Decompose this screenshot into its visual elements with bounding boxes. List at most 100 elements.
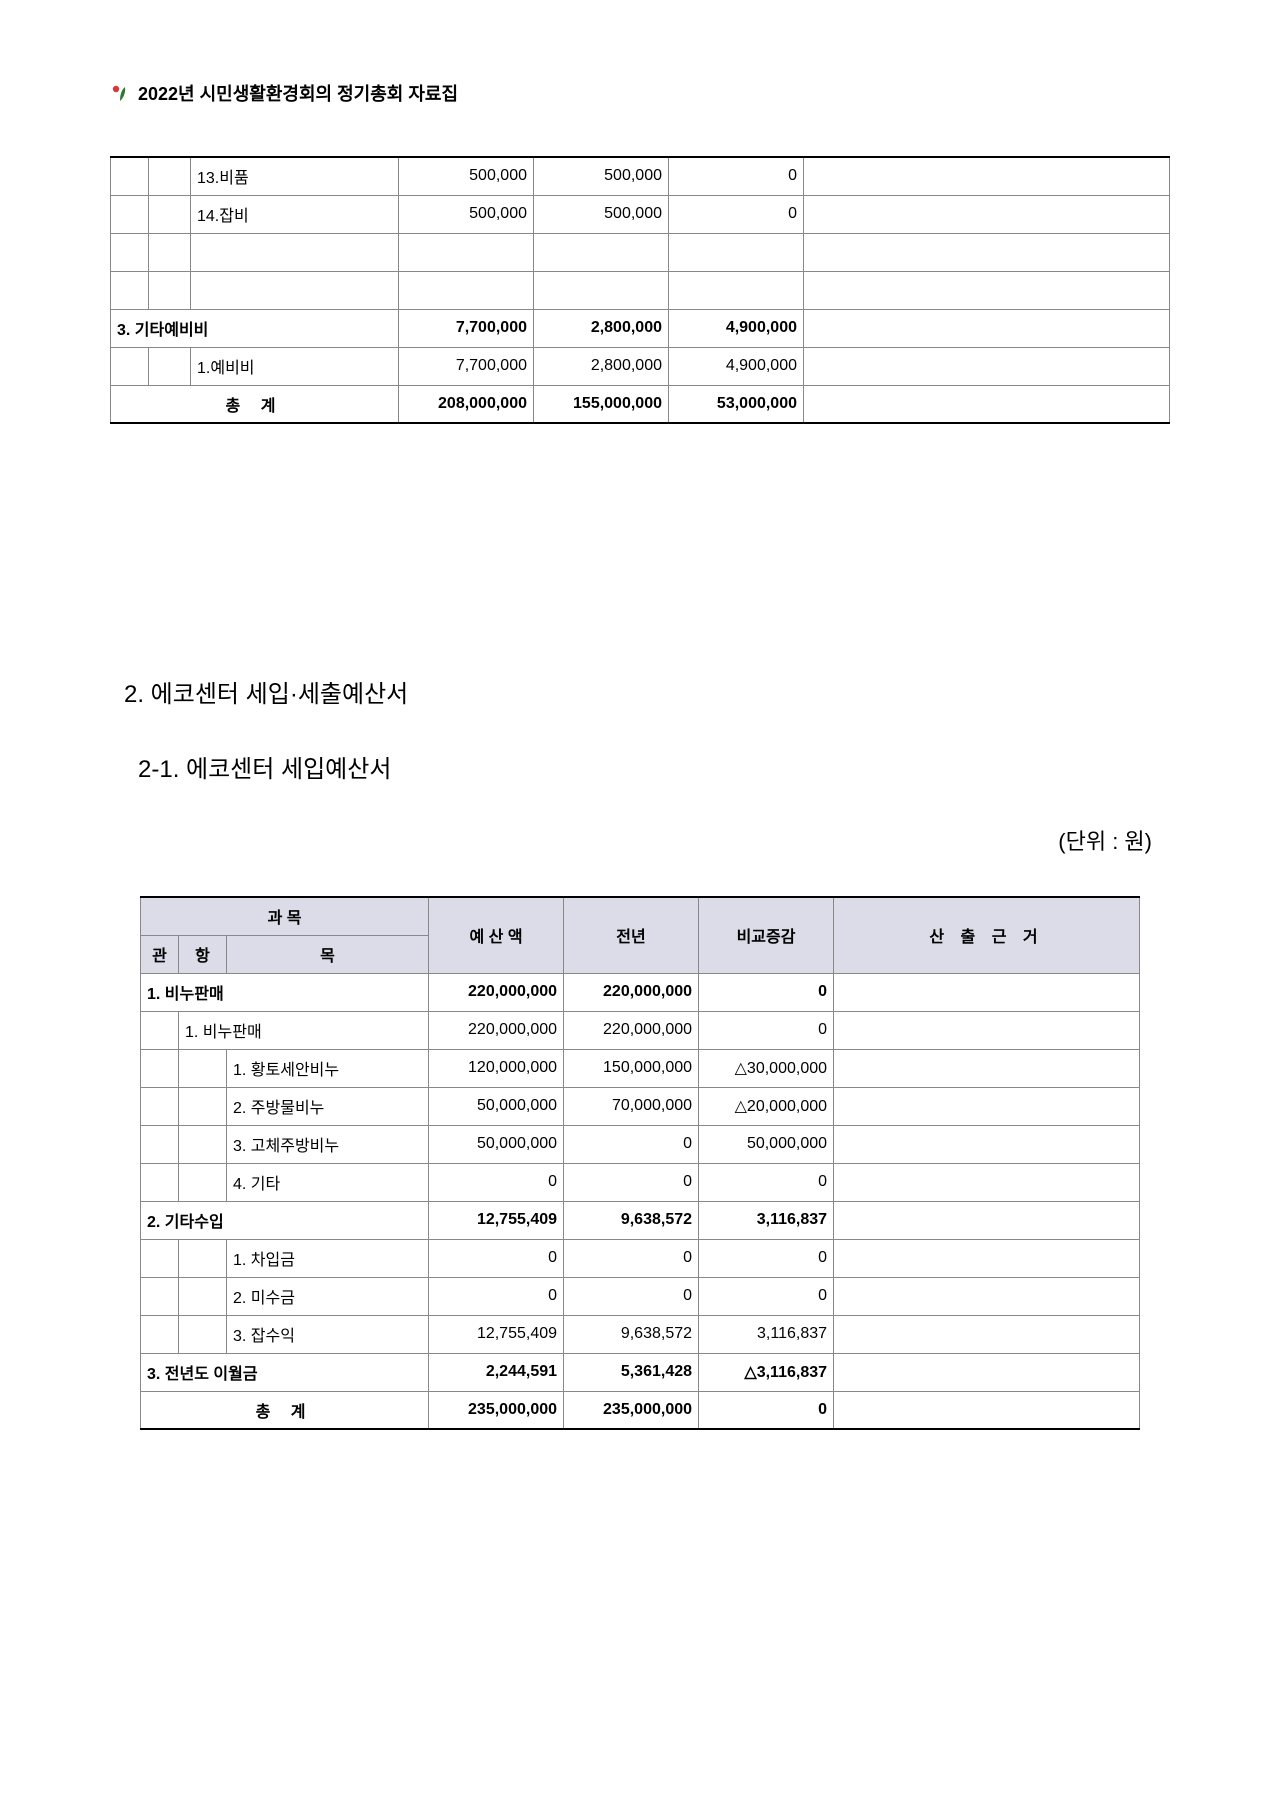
row-label: 1. 차입금 — [227, 1239, 429, 1277]
cell-diff: 0 — [699, 973, 834, 1011]
cell-gwan — [141, 1011, 179, 1049]
cell-budget: 50,000,000 — [429, 1087, 564, 1125]
table-row: 13.비품500,000500,0000 — [111, 157, 1170, 195]
cell-basis — [834, 1125, 1140, 1163]
row-label: 1.예비비 — [191, 347, 399, 385]
cell-diff: 50,000,000 — [699, 1125, 834, 1163]
row-label: 1. 비누판매 — [141, 973, 429, 1011]
cell-prev: 9,638,572 — [564, 1315, 699, 1353]
cell-diff: 0 — [669, 195, 804, 233]
col-header-basis: 산 출 근 거 — [834, 897, 1140, 973]
row-label: 2. 주방물비누 — [227, 1087, 429, 1125]
table-row: 총 계235,000,000235,000,0000 — [141, 1391, 1140, 1429]
cell-diff: △3,116,837 — [699, 1353, 834, 1391]
table-row: 1.예비비7,700,0002,800,0004,900,000 — [111, 347, 1170, 385]
table-row: 총 계208,000,000155,000,00053,000,000 — [111, 385, 1170, 423]
cell-basis — [804, 309, 1170, 347]
row-label — [191, 271, 399, 309]
table-row: 3. 기타예비비7,700,0002,800,0004,900,000 — [111, 309, 1170, 347]
cell-basis — [834, 1353, 1140, 1391]
cell-gwan — [141, 1163, 179, 1201]
cell-prev: 9,638,572 — [564, 1201, 699, 1239]
cell-prev: 5,361,428 — [564, 1353, 699, 1391]
leaf-logo-icon — [110, 83, 130, 103]
total-label: 총 계 — [111, 385, 399, 423]
cell-diff — [669, 271, 804, 309]
cell-prev: 155,000,000 — [534, 385, 669, 423]
cell-diff: △20,000,000 — [699, 1087, 834, 1125]
cell-budget: 220,000,000 — [429, 1011, 564, 1049]
table-row: 14.잡비500,000500,0000 — [111, 195, 1170, 233]
cell-budget: 12,755,409 — [429, 1201, 564, 1239]
row-label: 13.비품 — [191, 157, 399, 195]
cell-prev: 0 — [564, 1277, 699, 1315]
cell-budget: 0 — [429, 1239, 564, 1277]
table-row: 3. 전년도 이월금2,244,5915,361,428△3,116,837 — [141, 1353, 1140, 1391]
cell-gwan — [111, 271, 149, 309]
table-row: 2. 주방물비누50,000,00070,000,000△20,000,000 — [141, 1087, 1140, 1125]
cell-diff: 0 — [699, 1239, 834, 1277]
cell-diff: 0 — [699, 1011, 834, 1049]
col-header-prev: 전년 — [564, 897, 699, 973]
cell-diff: 0 — [699, 1163, 834, 1201]
cell-budget: 500,000 — [399, 195, 534, 233]
cell-gwan — [111, 347, 149, 385]
cell-basis — [834, 1049, 1140, 1087]
cell-diff: 53,000,000 — [669, 385, 804, 423]
cell-basis — [834, 1011, 1140, 1049]
cell-budget: 208,000,000 — [399, 385, 534, 423]
cell-hang — [179, 1277, 227, 1315]
cell-prev: 70,000,000 — [564, 1087, 699, 1125]
cell-budget: 235,000,000 — [429, 1391, 564, 1429]
row-label: 4. 기타 — [227, 1163, 429, 1201]
cell-hang — [179, 1315, 227, 1353]
row-label: 2. 미수금 — [227, 1277, 429, 1315]
cell-gwan — [141, 1277, 179, 1315]
cell-hang — [179, 1125, 227, 1163]
row-label: 3. 고체주방비누 — [227, 1125, 429, 1163]
subsection-title: 2-1. 에코센터 세입예산서 — [138, 749, 1170, 784]
cell-gwan — [141, 1239, 179, 1277]
cell-hang — [179, 1049, 227, 1087]
cell-budget: 7,700,000 — [399, 347, 534, 385]
cell-gwan — [111, 195, 149, 233]
cell-hang — [149, 233, 191, 271]
row-label: 1. 비누판매 — [179, 1011, 429, 1049]
cell-budget — [399, 271, 534, 309]
row-label: 3. 전년도 이월금 — [141, 1353, 429, 1391]
cell-diff: 3,116,837 — [699, 1315, 834, 1353]
cell-hang — [149, 195, 191, 233]
cell-hang — [179, 1163, 227, 1201]
table-row: 3. 고체주방비누50,000,000050,000,000 — [141, 1125, 1140, 1163]
row-label: 3. 잡수익 — [227, 1315, 429, 1353]
cell-diff: 0 — [669, 157, 804, 195]
table-row: 1. 황토세안비누120,000,000150,000,000△30,000,0… — [141, 1049, 1140, 1087]
page-header-title: 2022년 시민생활환경회의 정기총회 자료집 — [138, 80, 458, 106]
table-row: 1. 비누판매220,000,000220,000,0000 — [141, 1011, 1140, 1049]
cell-prev: 2,800,000 — [534, 347, 669, 385]
cell-basis — [804, 157, 1170, 195]
row-label: 1. 황토세안비누 — [227, 1049, 429, 1087]
cell-basis — [804, 271, 1170, 309]
page-header: 2022년 시민생활환경회의 정기총회 자료집 — [110, 80, 1170, 106]
row-label: 14.잡비 — [191, 195, 399, 233]
cell-diff — [669, 233, 804, 271]
cell-gwan — [141, 1125, 179, 1163]
table-row: 1. 차입금000 — [141, 1239, 1140, 1277]
cell-prev: 150,000,000 — [564, 1049, 699, 1087]
cell-basis — [834, 1315, 1140, 1353]
cell-prev — [534, 233, 669, 271]
cell-hang — [179, 1087, 227, 1125]
cell-diff: 0 — [699, 1391, 834, 1429]
col-header-gwan: 관 — [141, 935, 179, 973]
cell-basis — [804, 233, 1170, 271]
cell-gwan — [111, 157, 149, 195]
cell-basis — [834, 1163, 1140, 1201]
row-label — [191, 233, 399, 271]
cell-hang — [149, 157, 191, 195]
cell-gwan — [141, 1087, 179, 1125]
cell-prev: 0 — [564, 1239, 699, 1277]
table-row: 2. 미수금000 — [141, 1277, 1140, 1315]
row-label: 3. 기타예비비 — [111, 309, 399, 347]
col-header-diff: 비교증감 — [699, 897, 834, 973]
